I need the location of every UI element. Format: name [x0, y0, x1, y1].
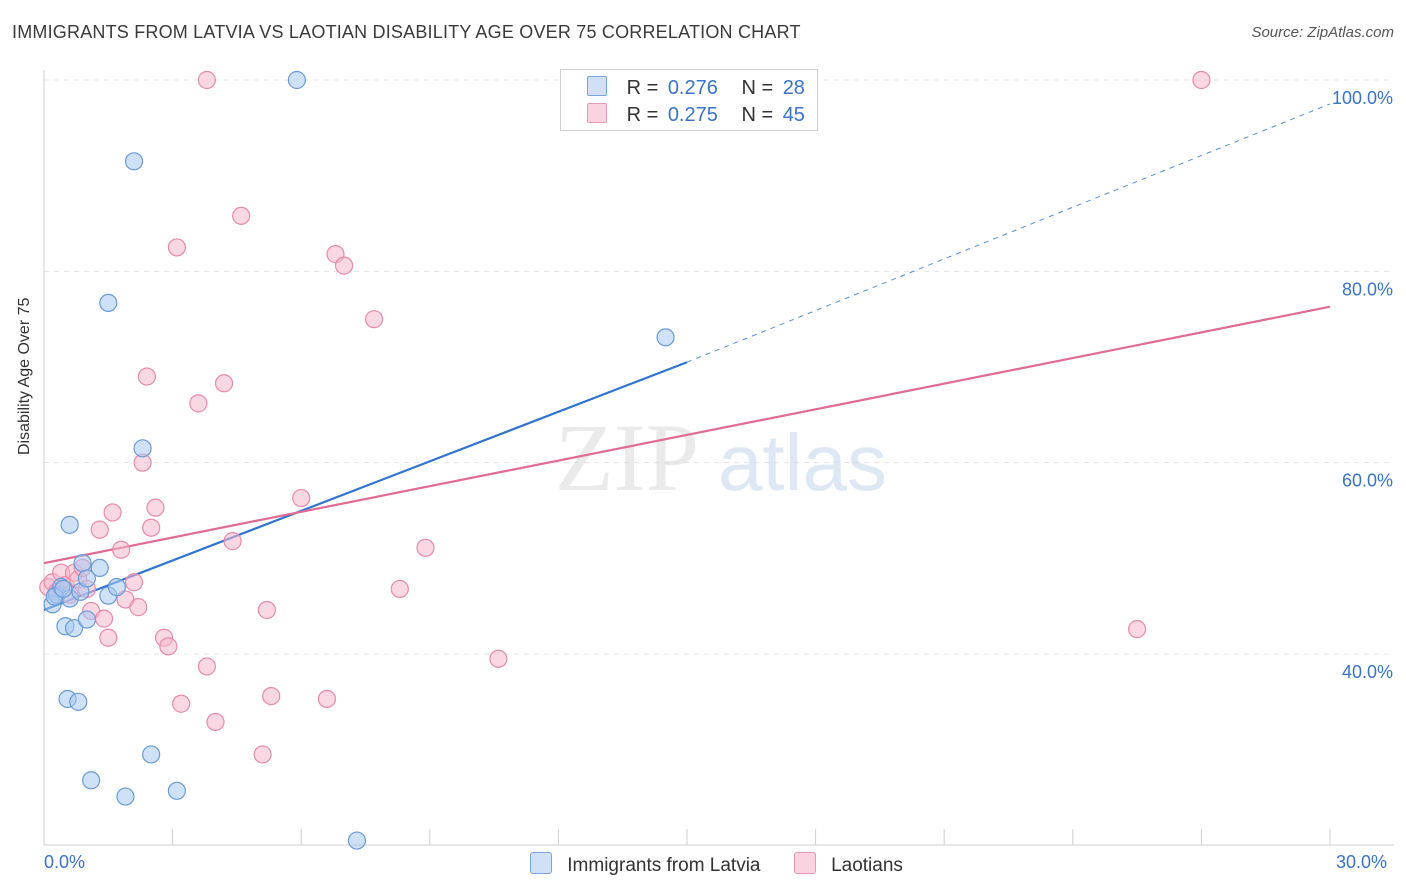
data-point-laotians[interactable] — [364, 310, 384, 329]
trend-line-extension-0 — [686, 103, 1331, 363]
y-tick-label-80: 80.0% — [1342, 279, 1393, 299]
legend-n-label: N = — [741, 104, 774, 126]
data-point-latvia[interactable] — [656, 328, 675, 347]
y-tick-label-40: 40.0% — [1342, 662, 1393, 682]
y-tick-label-60: 60.0% — [1342, 471, 1393, 491]
data-point-laotians[interactable] — [189, 394, 208, 413]
legend-swatch-laotians — [587, 103, 607, 123]
data-point-laotians[interactable] — [137, 367, 156, 386]
data-point-latvia[interactable] — [116, 787, 135, 806]
legend-r-label: R = — [626, 104, 659, 126]
legend-item-laotians[interactable]: Laotians — [793, 852, 903, 877]
data-point-laotians[interactable] — [317, 689, 337, 709]
data-point-laotians[interactable] — [334, 256, 354, 275]
data-point-laotians[interactable] — [99, 628, 118, 647]
data-point-latvia[interactable] — [73, 554, 92, 573]
data-point-laotians[interactable] — [292, 488, 311, 508]
data-point-latvia[interactable] — [167, 781, 186, 800]
legend-swatch-latvia — [530, 852, 552, 874]
data-point-laotians[interactable] — [416, 538, 435, 557]
data-point-laotians[interactable] — [146, 498, 165, 517]
data-point-latvia[interactable] — [64, 619, 84, 638]
data-point-laotians[interactable] — [142, 518, 161, 537]
y-tick-label-100: 100.0% — [1332, 88, 1393, 108]
legend-row-latvia: R = 0.276 N = 28 — [587, 76, 805, 99]
data-point-latvia[interactable] — [82, 771, 101, 790]
legend-item-latvia[interactable]: Immigrants from Latvia — [530, 852, 761, 877]
trend-line-1 — [43, 305, 1331, 565]
data-point-laotians[interactable] — [197, 70, 216, 90]
legend-n-value: 45 — [782, 104, 805, 126]
data-point-latvia[interactable] — [124, 152, 144, 171]
data-point-laotians[interactable] — [129, 598, 148, 617]
data-point-latvia[interactable] — [107, 577, 126, 597]
data-point-laotians[interactable] — [390, 579, 409, 599]
data-point-latvia[interactable] — [54, 579, 73, 599]
data-point-laotians[interactable] — [1127, 620, 1147, 639]
data-point-laotians[interactable] — [112, 540, 131, 559]
y-tick-labels: 40.0% 60.0% 80.0% 100.0% — [1332, 88, 1393, 682]
trend-lines — [43, 103, 1331, 612]
trend-line-0 — [43, 361, 688, 612]
data-point-laotians[interactable] — [232, 206, 251, 225]
grid-lines — [44, 79, 1394, 655]
chart-title: IMMIGRANTS FROM LATVIA VS LAOTIAN DISABI… — [12, 22, 801, 42]
legend-r-value: 0.275 — [667, 104, 718, 126]
x-tick-label-max: 30.0% — [1336, 852, 1388, 872]
legend-row-laotians: R = 0.275 N = 45 — [587, 103, 805, 126]
watermark-atlas: atlas — [718, 418, 887, 507]
x-tick-label-min: 0.0% — [44, 852, 86, 872]
data-points — [39, 70, 1211, 850]
data-point-laotians[interactable] — [1192, 70, 1211, 90]
data-point-laotians[interactable] — [253, 745, 272, 764]
data-point-latvia[interactable] — [347, 831, 367, 850]
legend-n-value: 28 — [782, 77, 805, 99]
data-point-latvia[interactable] — [99, 293, 118, 313]
data-point-latvia[interactable] — [77, 569, 96, 588]
legend-r-value: 0.276 — [667, 77, 718, 99]
data-point-latvia[interactable] — [287, 70, 307, 90]
y-axis-label: Disability Age Over 75 — [16, 297, 33, 455]
legend-r-label: R = — [626, 77, 659, 99]
data-point-laotians[interactable] — [172, 694, 191, 713]
data-point-laotians[interactable] — [159, 637, 178, 656]
data-point-latvia[interactable] — [69, 692, 88, 711]
data-point-laotians[interactable] — [103, 503, 122, 522]
data-point-laotians[interactable] — [489, 649, 508, 668]
data-point-laotians[interactable] — [262, 686, 281, 706]
axes — [43, 70, 1394, 846]
legend-swatch-laotians — [793, 852, 816, 874]
source-note: Source: ZipAtlas.com — [1251, 24, 1394, 41]
correlation-legend: R = 0.276 N = 28 R = 0.275 N = 45 — [560, 69, 818, 131]
legend-label-latvia: Immigrants from Latvia — [567, 855, 761, 876]
data-point-laotians[interactable] — [214, 374, 234, 393]
data-point-laotians[interactable] — [124, 573, 144, 592]
legend-swatch-latvia — [587, 76, 607, 96]
data-point-latvia[interactable] — [90, 558, 109, 578]
data-point-laotians[interactable] — [197, 657, 216, 676]
data-point-latvia[interactable] — [77, 610, 96, 629]
data-point-laotians[interactable] — [257, 600, 277, 620]
series-legend: Immigrants from Latvia Laotians — [530, 852, 931, 877]
legend-n-label: N = — [741, 77, 774, 99]
watermark: ZIP atlas — [555, 404, 887, 511]
data-point-latvia[interactable] — [60, 515, 79, 534]
data-point-latvia[interactable] — [133, 439, 152, 458]
data-point-laotians[interactable] — [90, 520, 109, 539]
data-point-latvia[interactable] — [142, 745, 161, 764]
legend-label-laotians: Laotians — [831, 855, 903, 876]
data-point-laotians[interactable] — [94, 609, 114, 628]
data-point-laotians[interactable] — [223, 532, 242, 551]
data-point-laotians[interactable] — [167, 238, 186, 257]
data-point-laotians[interactable] — [206, 712, 225, 732]
